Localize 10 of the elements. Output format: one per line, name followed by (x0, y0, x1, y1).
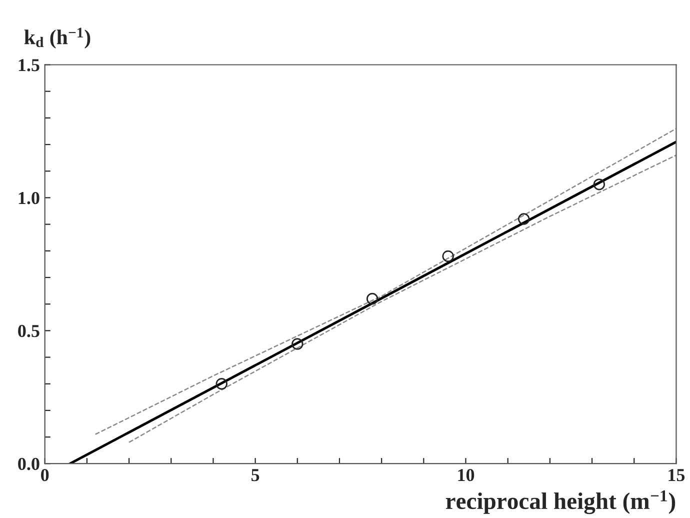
x-tick-label: 10 (458, 468, 474, 482)
x-tick-label: 5 (252, 469, 260, 482)
y-tick-label: 1.5 (18, 59, 40, 72)
y-axis-title: k$_{d}$ (h$^{−1}$) (24, 28, 90, 49)
y-tick-label: 0.5 (18, 324, 40, 338)
x-axis-title: reciprocal height (m$^{−1}$) (446, 490, 676, 514)
x-tick-label: 0 (41, 468, 49, 482)
y-tick-label: 0.0 (18, 458, 40, 470)
y-tick-label: 1.0 (18, 192, 40, 204)
x-tick-label: 15 (668, 469, 685, 482)
